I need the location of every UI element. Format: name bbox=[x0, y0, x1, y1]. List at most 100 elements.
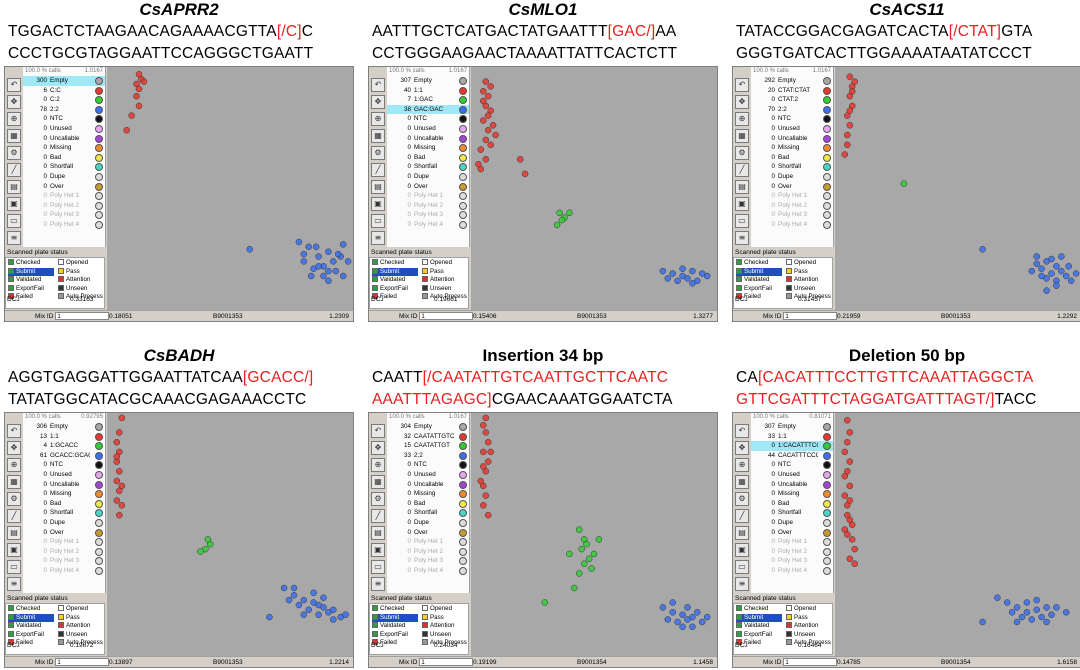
sample-point-allele1[interactable] bbox=[484, 92, 492, 100]
status-checked[interactable]: Checked bbox=[372, 605, 404, 614]
zoom-tool-icon[interactable]: ⊕ bbox=[735, 458, 749, 472]
status-failed[interactable]: Failed bbox=[8, 293, 33, 302]
legend-row[interactable]: 0 Poly Het 3 bbox=[23, 556, 105, 566]
legend-row[interactable]: 0 Poly Het 4 bbox=[387, 220, 469, 230]
sample-point-allele2[interactable] bbox=[659, 604, 667, 611]
sample-point-allele1[interactable] bbox=[484, 511, 492, 519]
layers-icon[interactable]: ≡ bbox=[371, 577, 385, 591]
undo-icon[interactable]: ↶ bbox=[371, 424, 385, 438]
legend-row[interactable]: 307 Empty bbox=[387, 76, 469, 86]
sample-point-allele2[interactable] bbox=[266, 613, 273, 621]
grid-icon[interactable]: ▤ bbox=[735, 526, 749, 540]
sample-point-allele1[interactable] bbox=[484, 458, 492, 465]
sample-point-allele2[interactable] bbox=[689, 623, 696, 631]
legend-row[interactable]: 0 Poly Het 2 bbox=[751, 201, 833, 211]
legend-row[interactable]: 33 1:1 bbox=[751, 432, 833, 442]
sample-point-allele2[interactable] bbox=[246, 246, 253, 253]
status-exportfail[interactable]: ExportFail bbox=[372, 284, 408, 294]
legend-row[interactable]: 0 Poly Het 1 bbox=[387, 537, 469, 547]
sample-point-allele1[interactable] bbox=[480, 502, 487, 509]
status-auto-process[interactable]: Auto Process bbox=[422, 293, 467, 302]
sample-point-allele1[interactable] bbox=[475, 160, 482, 168]
legend-row[interactable]: 0 Bad bbox=[387, 499, 469, 509]
legend-row[interactable]: 306 Empty bbox=[23, 422, 105, 432]
camera-icon[interactable]: ▣ bbox=[371, 543, 385, 557]
sample-point-allele1[interactable] bbox=[851, 545, 858, 553]
sample-point-allele2[interactable] bbox=[674, 277, 681, 285]
legend-row[interactable]: 0 C:2 bbox=[23, 95, 105, 105]
sample-point-heterozygous[interactable] bbox=[578, 545, 585, 553]
status-unseen[interactable]: Unseen bbox=[58, 284, 87, 294]
sample-point-allele2[interactable] bbox=[1003, 599, 1011, 606]
sample-point-allele1[interactable] bbox=[841, 472, 849, 480]
undo-icon[interactable]: ↶ bbox=[371, 78, 385, 92]
sample-point-heterozygous[interactable] bbox=[575, 526, 583, 533]
mix-id-input[interactable]: 1 bbox=[55, 312, 110, 321]
status-auto-process[interactable]: Auto Process bbox=[58, 639, 103, 648]
status-exportfail[interactable]: ExportFail bbox=[372, 630, 408, 640]
grid-icon[interactable]: ▤ bbox=[371, 180, 385, 194]
folder-icon[interactable]: ▭ bbox=[371, 214, 385, 228]
sample-point-allele2[interactable] bbox=[1023, 609, 1031, 616]
layers-icon[interactable]: ≡ bbox=[371, 231, 385, 245]
sample-point-allele2[interactable] bbox=[694, 609, 701, 616]
sample-point-allele2[interactable] bbox=[332, 267, 340, 275]
sample-point-allele1[interactable] bbox=[123, 126, 130, 134]
grid-icon[interactable]: ▤ bbox=[735, 180, 749, 194]
legend-row[interactable]: 0 Poly Het 4 bbox=[23, 220, 105, 230]
camera-icon[interactable]: ▣ bbox=[735, 543, 749, 557]
sample-point-allele2[interactable] bbox=[320, 272, 327, 280]
legend-row[interactable]: 0 Bad bbox=[23, 499, 105, 509]
legend-row[interactable]: 0 Missing bbox=[387, 143, 469, 153]
sample-point-heterozygous[interactable] bbox=[583, 540, 590, 548]
sample-point-allele1[interactable] bbox=[135, 102, 143, 110]
status-validated[interactable]: Validated bbox=[736, 622, 769, 631]
legend-row[interactable]: 0 Dupe bbox=[23, 172, 105, 182]
legend-row[interactable]: 0 Poly Het 3 bbox=[387, 210, 469, 220]
status-pass[interactable]: Pass bbox=[422, 267, 444, 277]
sample-point-allele1[interactable] bbox=[484, 112, 492, 119]
sample-point-allele2[interactable] bbox=[674, 618, 681, 626]
sample-point-allele1[interactable] bbox=[113, 438, 121, 446]
sample-point-allele2[interactable] bbox=[315, 601, 322, 609]
sample-point-allele1[interactable] bbox=[487, 448, 494, 456]
sample-point-allele1[interactable] bbox=[113, 453, 121, 460]
sample-point-allele1[interactable] bbox=[482, 156, 490, 163]
sample-point-allele1[interactable] bbox=[480, 448, 487, 456]
legend-row[interactable]: 0 Unused bbox=[387, 470, 469, 480]
sample-point-allele1[interactable] bbox=[492, 131, 499, 139]
sample-point-allele2[interactable] bbox=[689, 267, 696, 275]
sample-point-allele2[interactable] bbox=[1048, 270, 1055, 277]
sample-point-allele1[interactable] bbox=[113, 497, 121, 504]
status-validated[interactable]: Validated bbox=[372, 622, 405, 631]
sample-point-allele2[interactable] bbox=[1058, 253, 1065, 260]
legend-row[interactable]: 0 NTC bbox=[751, 114, 833, 124]
sample-point-allele1[interactable] bbox=[521, 170, 529, 178]
zoom-tool-icon[interactable]: ⊕ bbox=[7, 458, 21, 472]
gear-icon[interactable]: ⚙ bbox=[735, 146, 749, 160]
sample-point-allele2[interactable] bbox=[305, 243, 312, 251]
sample-point-allele2[interactable] bbox=[703, 272, 711, 280]
arrow-tool-icon[interactable]: ✥ bbox=[371, 95, 385, 109]
legend-row[interactable]: 0 Shortfall bbox=[751, 508, 833, 518]
legend-row[interactable]: 20 CTAT:CTAT bbox=[751, 86, 833, 96]
gear-icon[interactable]: ⚙ bbox=[7, 146, 21, 160]
sample-point-allele2[interactable] bbox=[1072, 270, 1080, 277]
sample-point-allele1[interactable] bbox=[118, 482, 126, 490]
sample-point-allele1[interactable] bbox=[489, 122, 497, 129]
sample-point-allele1[interactable] bbox=[848, 88, 856, 95]
sample-point-allele1[interactable] bbox=[844, 417, 851, 424]
sample-point-allele2[interactable] bbox=[1043, 604, 1050, 611]
cluster-plot[interactable] bbox=[107, 67, 353, 310]
sample-point-allele1[interactable] bbox=[841, 448, 849, 456]
sample-point-allele2[interactable] bbox=[979, 618, 986, 626]
legend-row[interactable]: 13 1:1 bbox=[23, 432, 105, 442]
zoom-tool-icon[interactable]: ⊕ bbox=[371, 458, 385, 472]
status-exportfail[interactable]: ExportFail bbox=[8, 630, 44, 640]
sample-point-heterozygous[interactable] bbox=[580, 560, 588, 567]
sample-point-allele2[interactable] bbox=[312, 243, 320, 251]
sample-point-allele1[interactable] bbox=[482, 414, 490, 422]
legend-row[interactable]: 0 Over bbox=[387, 528, 469, 538]
legend-row[interactable]: 0 Missing bbox=[751, 489, 833, 499]
sample-point-allele2[interactable] bbox=[684, 616, 691, 623]
